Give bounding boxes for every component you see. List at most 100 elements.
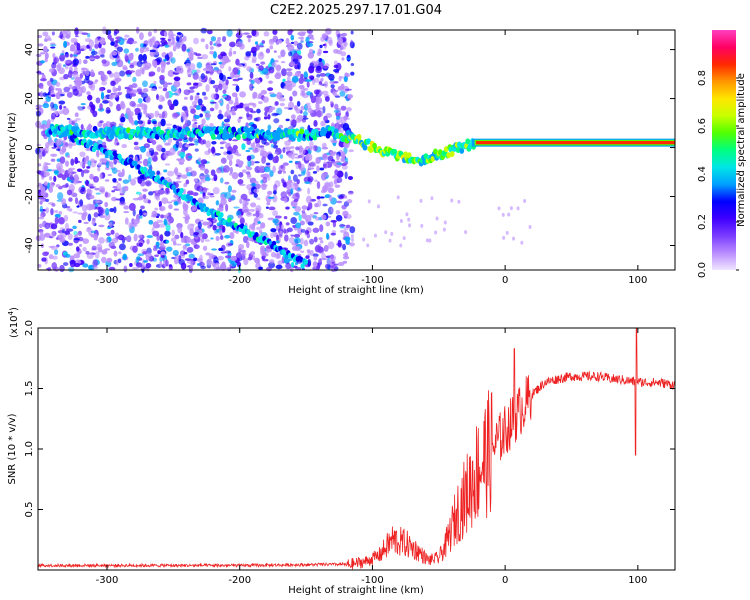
spectrogram-cell bbox=[138, 32, 144, 41]
spectrogram-cell bbox=[205, 140, 211, 149]
spectrogram-cell bbox=[38, 151, 43, 160]
spectrogram-cell bbox=[227, 126, 233, 133]
spectrogram-cell bbox=[305, 79, 313, 82]
spectrogram-cell bbox=[333, 178, 338, 185]
spectrogram-cell bbox=[244, 55, 250, 61]
spectrogram-cell bbox=[151, 40, 159, 49]
spectrogram-cell bbox=[313, 120, 318, 127]
spectrogram-cell bbox=[130, 178, 137, 186]
spectrogram-cell bbox=[224, 118, 230, 123]
spectrogram-cell bbox=[236, 41, 243, 47]
spectrogram-cell bbox=[42, 102, 50, 109]
snr-panel: -300 -200 -100 0 100 0.5 1.0 1.5 2.0 Height of … bbox=[7, 307, 676, 596]
spectrogram-cell bbox=[90, 233, 95, 238]
spectrogram-cell bbox=[68, 208, 73, 212]
spectrogram-cell bbox=[246, 241, 250, 249]
spectrogram-cell bbox=[239, 198, 243, 204]
spectrogram-cell bbox=[328, 194, 333, 202]
spectrogram-cell bbox=[170, 57, 176, 64]
spectrogram-cell bbox=[250, 79, 255, 85]
spectrogram-cell bbox=[75, 233, 81, 236]
spectrogram-cell bbox=[321, 258, 329, 261]
spectrogram-cell bbox=[228, 260, 235, 264]
spectrogram-cell bbox=[297, 36, 305, 40]
spectrogram-cell bbox=[122, 253, 128, 261]
spectrogram-cell bbox=[108, 266, 116, 271]
spectrogram-cell bbox=[95, 97, 101, 104]
spectrogram-cell bbox=[197, 157, 202, 163]
spectrogram-cell bbox=[175, 140, 180, 148]
spectrogram-cell bbox=[176, 176, 181, 180]
spectrogram-cell bbox=[316, 195, 321, 200]
spectrogram-cell bbox=[168, 216, 174, 224]
spectrogram-cell bbox=[229, 264, 233, 267]
spectrogram-cell bbox=[331, 140, 338, 143]
spectrogram-cell bbox=[283, 215, 288, 220]
spectrogram-x-tick-label: -300 bbox=[96, 275, 119, 286]
spectrogram-cell bbox=[158, 94, 164, 103]
spectrogram-cell bbox=[337, 37, 344, 45]
spectrogram-cell bbox=[48, 186, 54, 193]
spectrogram-cell bbox=[224, 111, 228, 117]
spectrogram-cell bbox=[113, 250, 118, 257]
spectrogram-cell bbox=[49, 44, 57, 47]
spectrogram-cell bbox=[256, 79, 261, 85]
spectrogram-cell bbox=[219, 229, 223, 236]
spectrogram-cell bbox=[195, 105, 201, 111]
spectrogram-cell bbox=[182, 114, 188, 121]
spectrogram-cell bbox=[211, 248, 218, 251]
spectrogram-cell bbox=[75, 246, 80, 252]
spectrogram-cell bbox=[307, 187, 311, 195]
spectrogram-cell bbox=[324, 96, 330, 102]
spectrogram-cell bbox=[63, 73, 69, 80]
spectrogram-cell bbox=[67, 233, 73, 240]
spectrogram-cell bbox=[39, 91, 44, 98]
spectrogram-cell bbox=[159, 205, 166, 212]
spectrogram-cell bbox=[269, 93, 277, 98]
spectrogram-cell bbox=[232, 144, 238, 151]
spectrogram-cell bbox=[271, 62, 277, 68]
spectrogram-cell bbox=[224, 181, 230, 185]
spectrogram-cell bbox=[238, 243, 245, 250]
spectrogram-cell bbox=[217, 83, 223, 91]
spectrogram-cell bbox=[105, 238, 109, 244]
spectrogram-cell bbox=[165, 91, 170, 99]
spectrogram-cell bbox=[184, 258, 192, 261]
spectrogram-cell bbox=[258, 101, 263, 105]
spectrogram-cell bbox=[326, 232, 330, 240]
spectrogram-cell bbox=[147, 199, 151, 204]
spectrogram-cell bbox=[61, 146, 67, 153]
spectrogram-cell bbox=[135, 47, 139, 52]
spectrogram-cell bbox=[67, 168, 72, 175]
spectrogram-cell bbox=[128, 53, 134, 61]
spectrogram-cell bbox=[177, 174, 182, 178]
spectrogram-cell bbox=[271, 112, 279, 117]
spectrogram-cell bbox=[419, 198, 423, 203]
spectrogram-y-tick-label: 40 bbox=[24, 43, 35, 56]
spectrogram-cell bbox=[286, 76, 291, 81]
spectrogram-cell bbox=[305, 36, 310, 44]
spectrogram-cell bbox=[124, 34, 130, 38]
spectrogram-cell bbox=[140, 205, 145, 210]
spectrogram-cell bbox=[260, 231, 268, 237]
spectrogram-cell bbox=[294, 266, 302, 271]
spectrogram-cell bbox=[58, 210, 63, 215]
spectrogram-cell bbox=[213, 174, 218, 182]
spectrogram-cell bbox=[265, 129, 271, 136]
spectrogram-cell bbox=[209, 45, 214, 51]
spectrogram-cell bbox=[245, 51, 251, 57]
spectrogram-cell bbox=[86, 91, 91, 96]
spectrogram-cell bbox=[299, 220, 305, 226]
spectrogram-cell bbox=[236, 153, 242, 157]
spectrogram-cell bbox=[99, 37, 106, 45]
spectrogram-cell bbox=[43, 165, 49, 171]
spectrogram-cell bbox=[43, 171, 50, 177]
spectrogram-cell bbox=[120, 132, 125, 139]
spectrogram-cell bbox=[303, 239, 309, 247]
spectrogram-cell bbox=[61, 184, 69, 188]
spectrogram-cell bbox=[263, 166, 271, 173]
spectrogram-cell bbox=[202, 195, 210, 200]
spectrogram-cell bbox=[405, 212, 409, 217]
spectrogram-cell bbox=[43, 45, 48, 53]
spectrogram-cell bbox=[344, 213, 352, 220]
